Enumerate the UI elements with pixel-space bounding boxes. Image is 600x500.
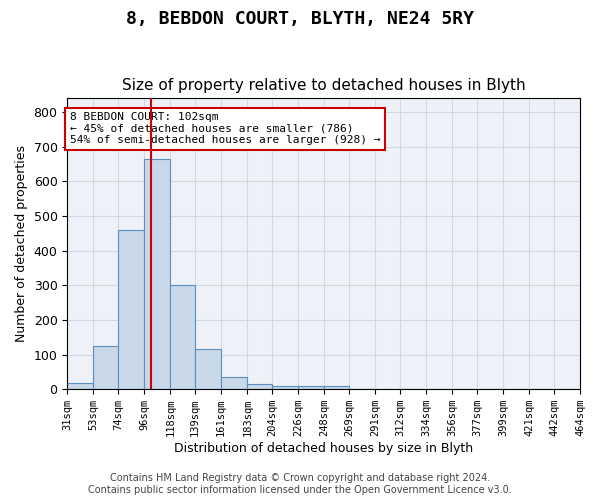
Bar <box>94 346 118 389</box>
Bar <box>221 377 247 389</box>
Bar <box>195 350 221 389</box>
Text: 8 BEBDON COURT: 102sqm
← 45% of detached houses are smaller (786)
54% of semi-de: 8 BEBDON COURT: 102sqm ← 45% of detached… <box>70 112 380 146</box>
X-axis label: Distribution of detached houses by size in Blyth: Distribution of detached houses by size … <box>174 442 473 455</box>
Bar <box>170 286 195 389</box>
Bar <box>272 386 298 389</box>
Text: 8, BEBDON COURT, BLYTH, NE24 5RY: 8, BEBDON COURT, BLYTH, NE24 5RY <box>126 10 474 28</box>
Bar <box>67 383 94 389</box>
Bar <box>298 386 324 389</box>
Bar <box>118 230 144 389</box>
Bar <box>247 384 272 389</box>
Bar <box>144 159 170 389</box>
Text: Contains HM Land Registry data © Crown copyright and database right 2024.
Contai: Contains HM Land Registry data © Crown c… <box>88 474 512 495</box>
Bar <box>324 386 349 389</box>
Title: Size of property relative to detached houses in Blyth: Size of property relative to detached ho… <box>122 78 526 93</box>
Y-axis label: Number of detached properties: Number of detached properties <box>15 146 28 342</box>
